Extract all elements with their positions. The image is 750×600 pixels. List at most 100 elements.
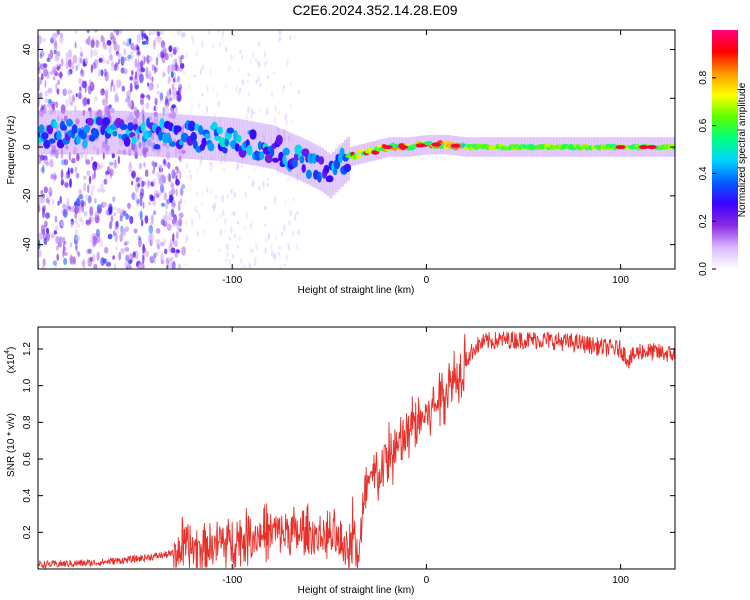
spectrogram-peak bbox=[450, 143, 461, 148]
spectrogram-halo bbox=[122, 110, 126, 155]
spectrogram-noise-blob bbox=[111, 80, 114, 87]
spectrogram-noise-blob bbox=[137, 46, 140, 55]
spectrogram-noise-blob bbox=[82, 258, 86, 269]
spectrogram-halo bbox=[151, 112, 155, 157]
spectrogram-noise-blob bbox=[165, 145, 170, 150]
spectrogram-noise-blob bbox=[165, 199, 169, 210]
spectrogram-noise-blob bbox=[249, 223, 252, 231]
spectrogram-noise-blob bbox=[108, 161, 114, 166]
spectrogram-noise-blob bbox=[172, 218, 178, 227]
spectrogram-noise-blob bbox=[56, 88, 60, 95]
spectrogram-noise-blob bbox=[38, 203, 41, 213]
spectrogram-noise-blob bbox=[109, 170, 113, 179]
spectrogram-noise-blob bbox=[160, 219, 165, 226]
spectrogram-noise-blob bbox=[173, 240, 179, 248]
spectrogram-noise-blob bbox=[153, 210, 157, 216]
spectrogram-noise-blob bbox=[136, 45, 140, 51]
spectrogram-noise-blob bbox=[237, 91, 241, 96]
spectrogram-noise-blob bbox=[112, 255, 115, 260]
spectrogram-noise-blob bbox=[278, 36, 282, 42]
spectrogram-noise-blob bbox=[294, 213, 297, 221]
spectrogram-noise-blob bbox=[261, 131, 264, 138]
spectrogram-ridge-blob bbox=[123, 136, 131, 147]
spectrogram-ridge-blob bbox=[282, 155, 287, 165]
spectrogram-ridge-blob bbox=[259, 151, 265, 160]
spectrogram-noise-blob bbox=[233, 233, 237, 239]
spectrogram-noise-blob bbox=[148, 200, 152, 206]
spectrogram-noise-blob bbox=[71, 158, 76, 164]
spectrogram-noise-blob bbox=[120, 227, 125, 237]
spectrogram-noise-blob bbox=[279, 264, 282, 269]
spectrogram-noise-blob bbox=[243, 264, 246, 269]
spectrogram-noise-blob bbox=[287, 243, 290, 250]
spectrogram-halo bbox=[61, 110, 65, 155]
spectrogram-noise-blob bbox=[137, 58, 140, 68]
spectrogram-noise-blob bbox=[133, 60, 136, 68]
spectrogram-noise-blob bbox=[108, 221, 113, 230]
spectrogram-noise-blob bbox=[153, 161, 156, 172]
spectrogram-halo bbox=[358, 144, 362, 165]
spectrogram-noise-blob bbox=[168, 112, 172, 119]
spectrogram-noise-blob bbox=[120, 247, 125, 254]
spectrogram-noise-blob bbox=[97, 188, 101, 193]
spectrogram-noise-blob bbox=[287, 246, 291, 251]
spectrogram-noise-blob bbox=[247, 175, 251, 180]
spectrogram-noise-blob bbox=[112, 84, 116, 93]
spectrogram-halo bbox=[201, 115, 205, 160]
spectrogram-noise-blob bbox=[65, 145, 69, 150]
spectrogram-noise-blob bbox=[148, 85, 153, 91]
spectrogram-noise-blob bbox=[47, 87, 53, 94]
snr-series-line bbox=[38, 331, 675, 569]
spectrogram-noise-blob bbox=[240, 160, 244, 168]
spectrogram-noise-blob bbox=[184, 220, 188, 226]
spectrogram-noise-blob bbox=[69, 242, 73, 248]
spectrogram-noise-blob bbox=[103, 68, 108, 77]
spectrogram-noise-blob bbox=[160, 164, 163, 173]
spectrogram-noise-blob bbox=[136, 51, 141, 56]
spectrogram-ridge-blob bbox=[257, 141, 263, 151]
spectrogram-noise-blob bbox=[55, 235, 60, 244]
colorbar: 0.0 0.2 0.4 0.6 0.8 Normalized spectral ampl… bbox=[698, 30, 748, 276]
spectrogram-noise-blob bbox=[166, 151, 171, 160]
spectrogram-noise-blob bbox=[150, 194, 154, 202]
spectrogram-noise-blob bbox=[210, 155, 214, 162]
spectrogram-noise-blob bbox=[46, 227, 49, 234]
spectrogram-noise-blob bbox=[72, 54, 78, 64]
spectrogram-halo bbox=[230, 117, 234, 162]
colorbar-tick-label: 0.4 bbox=[698, 166, 709, 180]
spectrogram-noise-blob bbox=[87, 85, 92, 95]
spectrogram-noise-blob bbox=[176, 90, 180, 96]
spectrogram-noise-blob bbox=[105, 170, 110, 175]
spectrogram-noise-blob bbox=[52, 65, 57, 73]
spectrogram-noise-blob bbox=[93, 49, 98, 57]
spectrogram-noise-blob bbox=[257, 61, 261, 69]
spectrogram-noise-blob bbox=[117, 155, 120, 165]
spectrogram-ridge-blob bbox=[119, 123, 128, 130]
spectrogram-noise-blob bbox=[182, 70, 186, 76]
spectrogram-noise-blob bbox=[224, 46, 228, 53]
spectrogram-noise-blob bbox=[56, 65, 60, 71]
spectrogram-noise-blob bbox=[176, 219, 180, 230]
spectrogram-noise-blob bbox=[155, 56, 159, 66]
spectrogram-noise-blob bbox=[295, 242, 299, 250]
spectrogram-noise-blob bbox=[74, 206, 79, 214]
spectrogram-noise-blob bbox=[237, 163, 240, 169]
spectrogram-noise-blob bbox=[171, 218, 176, 225]
spectrogram-noise-blob bbox=[181, 32, 186, 38]
spectrogram-noise-blob bbox=[263, 206, 266, 210]
spectrogram-noise-blob bbox=[183, 199, 186, 205]
spectrogram-halo bbox=[116, 110, 120, 155]
spectrogram-noise-blob bbox=[138, 141, 142, 149]
spectrogram-noise-blob bbox=[117, 80, 122, 88]
spectrogram-halo bbox=[140, 112, 144, 156]
spectrogram-noise-blob bbox=[241, 78, 245, 86]
spectrogram-noise-blob bbox=[170, 247, 176, 254]
spectrogram-noise-blob bbox=[137, 183, 140, 188]
spectrogram-noise-blob bbox=[247, 105, 250, 114]
spectrogram-noise-blob bbox=[169, 88, 172, 95]
spectrogram-noise-blob bbox=[125, 97, 130, 103]
spectrogram-noise-blob bbox=[146, 139, 152, 147]
spectrogram-noise-blob bbox=[109, 168, 114, 177]
spectrogram-noise-blob bbox=[254, 166, 257, 173]
